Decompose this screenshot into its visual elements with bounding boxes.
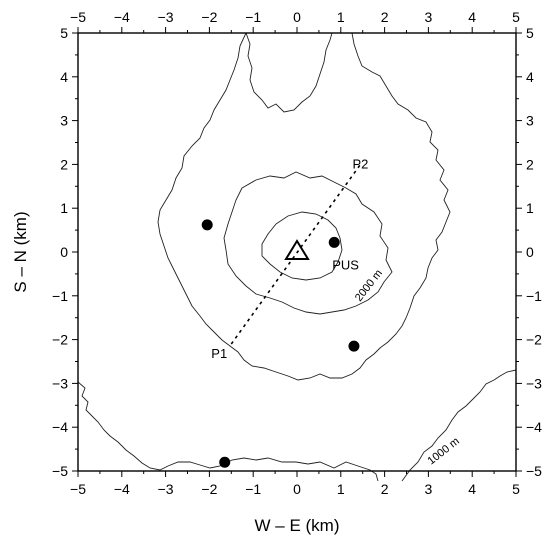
station-dot — [348, 340, 360, 352]
x-tick-label-top: 5 — [512, 9, 520, 25]
x-tick-label-bottom: −1 — [245, 481, 261, 497]
y-tick-label-right: 5 — [526, 25, 534, 41]
y-tick-label-left: 5 — [60, 25, 68, 41]
x-tick-label-bottom: 5 — [512, 481, 520, 497]
contour-summit — [261, 211, 343, 281]
y-tick-label-left: 0 — [60, 244, 68, 260]
y-tick-label-right: 0 — [526, 244, 534, 260]
x-tick-label-top: 1 — [337, 9, 345, 25]
y-axis-label: S – N (km) — [11, 211, 30, 292]
y-tick-label-right: 3 — [526, 113, 534, 129]
x-tick-label-top: 4 — [468, 9, 476, 25]
x-tick-label-top: 0 — [293, 9, 301, 25]
contour-2000m — [223, 171, 393, 315]
contour-label-2000m: 2000 m — [353, 268, 385, 304]
x-tick-label-bottom: 4 — [468, 481, 476, 497]
y-tick-label-left: −4 — [52, 419, 68, 435]
contour-outer — [157, 32, 451, 381]
y-tick-label-right: 4 — [526, 69, 534, 85]
contour-1000m-se — [401, 369, 517, 482]
x-tick-label-bottom: 0 — [293, 481, 301, 497]
x-tick-label-bottom: −2 — [201, 481, 217, 497]
x-tick-label-top: 2 — [381, 9, 389, 25]
contour-label-1000m: 1000 m — [425, 435, 461, 467]
y-tick-label-right: −5 — [526, 463, 542, 479]
x-tick-label-top: −2 — [201, 9, 217, 25]
x-tick-label-bottom: −3 — [158, 481, 174, 497]
station-dot — [219, 456, 231, 468]
y-tick-label-left: −1 — [52, 288, 68, 304]
x-tick-label-bottom: 2 — [381, 481, 389, 497]
profile-line-p1-p2 — [230, 163, 362, 345]
crater-triangle-icon — [284, 239, 310, 260]
profile-label-p1: P1 — [211, 346, 227, 361]
x-tick-label-top: −5 — [70, 9, 86, 25]
y-tick-label-left: −2 — [52, 332, 68, 348]
station-dot — [328, 236, 340, 248]
y-tick-label-left: 1 — [60, 200, 68, 216]
x-tick-label-bottom: 1 — [337, 481, 345, 497]
y-tick-label-right: −1 — [526, 288, 542, 304]
y-tick-label-left: 4 — [60, 69, 68, 85]
y-tick-label-right: −4 — [526, 419, 542, 435]
tick-marks — [72, 27, 522, 477]
y-tick-label-right: −2 — [526, 332, 542, 348]
y-tick-label-left: −5 — [52, 463, 68, 479]
x-tick-label-top: 3 — [425, 9, 433, 25]
contour-1000m-sw — [77, 381, 379, 482]
stations — [201, 219, 360, 468]
x-tick-label-top: −4 — [114, 9, 130, 25]
y-tick-label-right: 1 — [526, 200, 534, 216]
x-tick-label-bottom: 3 — [425, 481, 433, 497]
y-tick-label-left: −3 — [52, 375, 68, 391]
x-tick-label-bottom: −5 — [70, 481, 86, 497]
y-tick-label-right: 2 — [526, 156, 534, 172]
station-dot — [201, 219, 213, 231]
plot-frame — [77, 32, 517, 472]
y-tick-label-right: −3 — [526, 375, 542, 391]
station-label-pus: PUS — [332, 257, 359, 272]
x-tick-label-top: −3 — [158, 9, 174, 25]
x-tick-label-bottom: −4 — [114, 481, 130, 497]
x-tick-label-top: −1 — [245, 9, 261, 25]
profile-label-p2: P2 — [353, 156, 369, 171]
y-tick-label-left: 2 — [60, 156, 68, 172]
x-axis-label: W – E (km) — [255, 516, 340, 535]
y-tick-label-left: 3 — [60, 113, 68, 129]
